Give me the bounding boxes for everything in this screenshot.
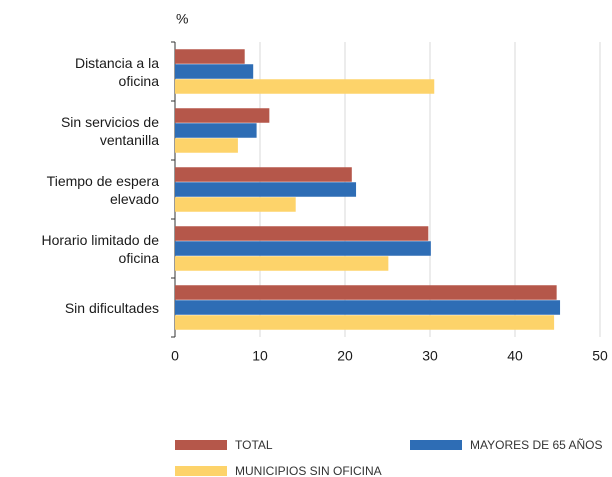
- bar: [175, 226, 429, 241]
- x-tick-label: 30: [422, 348, 438, 364]
- bar: [175, 182, 357, 197]
- unit-label: %: [176, 11, 188, 27]
- legend-swatch: [410, 440, 462, 450]
- y-tick-label: Horario limitado de oficina: [41, 231, 160, 266]
- bar: [175, 167, 352, 182]
- legend-label: MAYORES DE 65 AÑOS: [470, 438, 603, 452]
- bar: [175, 256, 389, 271]
- x-tick-label: 50: [592, 348, 608, 364]
- bar: [175, 300, 561, 315]
- bar: [175, 315, 555, 330]
- y-tick-label: Sin servicios de ventanilla: [60, 113, 159, 148]
- legend-swatch: [175, 440, 227, 450]
- bar: [175, 79, 435, 94]
- legend-label: TOTAL: [235, 438, 273, 452]
- x-tick-label: 40: [507, 348, 523, 364]
- y-tick-label: Tiempo de espera elevado: [46, 172, 159, 207]
- bar: [175, 241, 431, 256]
- legend-label: MUNICIPIOS SIN OFICINA: [235, 464, 382, 477]
- x-tick-label: 20: [337, 348, 353, 364]
- bar: [175, 49, 245, 64]
- bar: [175, 285, 557, 300]
- bar: [175, 108, 270, 123]
- y-tick-label: Distancia a la oficina: [74, 54, 159, 89]
- bar: [175, 123, 257, 138]
- bar: [175, 197, 296, 212]
- x-tick-label: 0: [171, 348, 179, 364]
- y-tick-label: Sin dificultades: [64, 299, 159, 316]
- x-tick-label: 10: [252, 348, 268, 364]
- bar: [175, 138, 238, 153]
- legend-swatch: [175, 466, 227, 476]
- bar: [175, 64, 254, 79]
